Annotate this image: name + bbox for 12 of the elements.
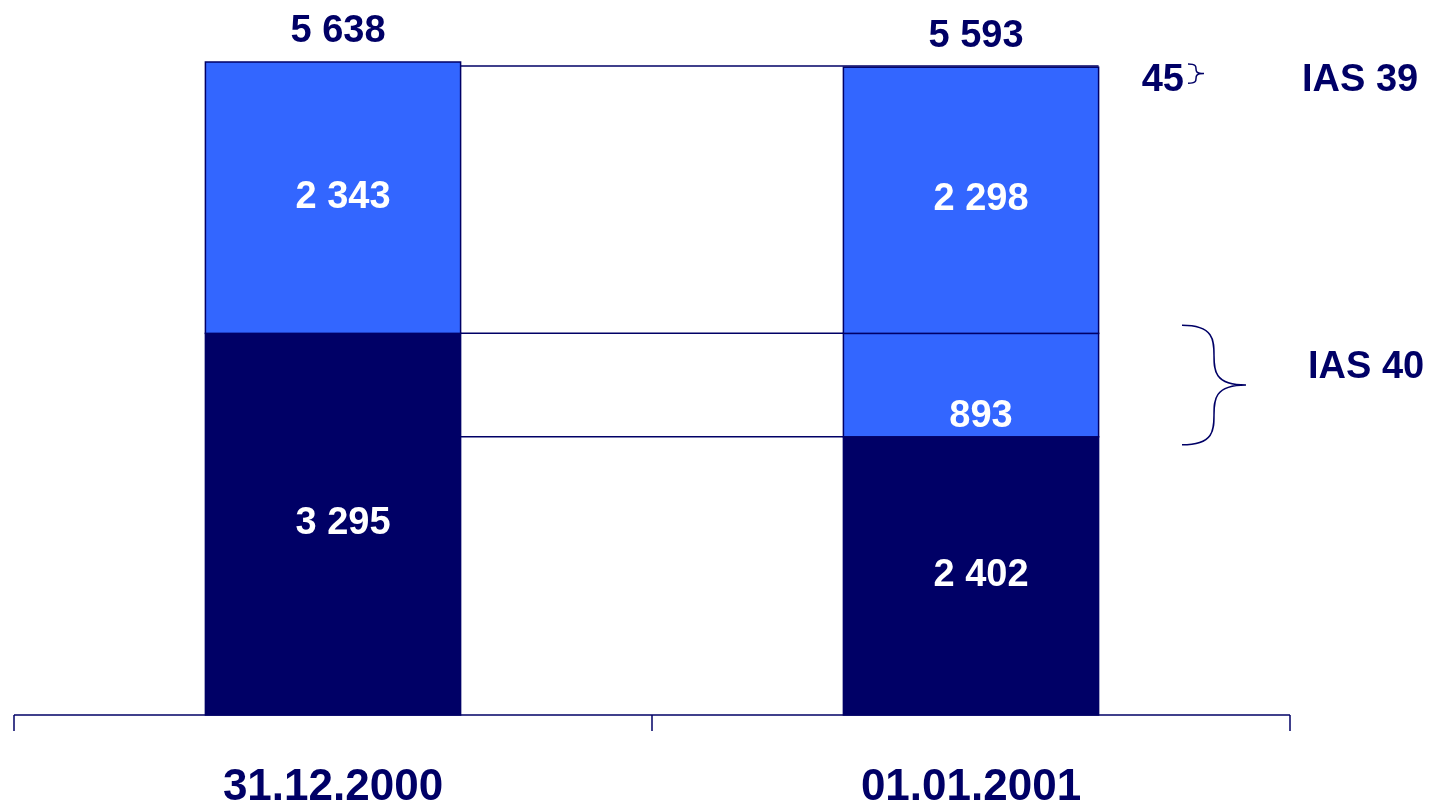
data-label: 3 295 [295,500,391,543]
annotation: 45 [1141,57,1184,99]
data-label: 2 343 [295,173,391,216]
data-label: 2 298 [933,176,1029,219]
data-label: 893 [949,392,1013,435]
x-tick-label: 31.12.2000 [222,760,444,803]
text: IAS 40 [1308,344,1425,386]
text: IAS 39 [1302,57,1419,99]
total-label: 5 593 [928,13,1024,56]
total-label: 5 638 [290,8,386,50]
data-label: 2 402 [933,551,1029,594]
x-tick-label: 01.01.2001 [860,760,1082,803]
